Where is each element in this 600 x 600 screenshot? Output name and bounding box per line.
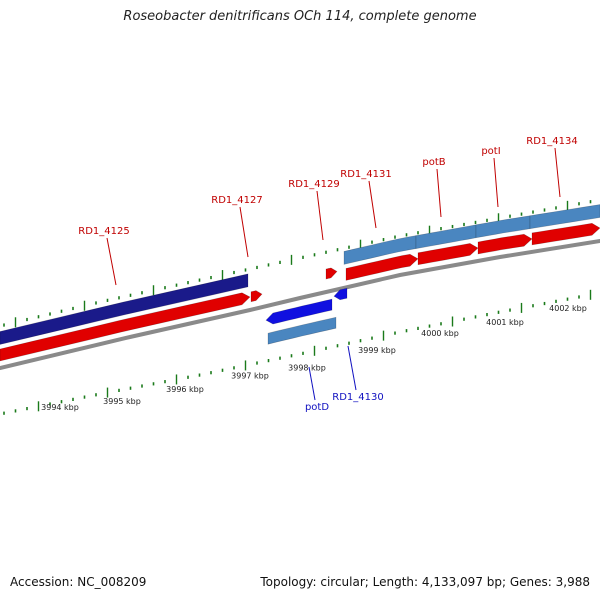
scale-label: 4001 kbp xyxy=(486,318,524,327)
forward-gene-label: RD1_4125 xyxy=(78,226,129,237)
label-leader-line xyxy=(436,168,442,218)
scale-label: 3998 kbp xyxy=(288,363,326,372)
reverse-gene-rd1-4130 xyxy=(333,287,348,301)
reverse-operon-band xyxy=(267,316,337,345)
accession-text: Accession: NC_008209 xyxy=(10,575,147,589)
forward-gene-rd1-4131 xyxy=(345,253,419,281)
forward-operon-band xyxy=(529,204,600,230)
scale-label: 3999 kbp xyxy=(358,346,396,355)
label-leader-line xyxy=(316,190,324,241)
forward-gene-label: RD1_4127 xyxy=(211,195,262,206)
reverse-gene-label: RD1_4130 xyxy=(332,392,383,403)
forward-gene-label: RD1_4129 xyxy=(288,179,339,190)
forward-gene-label: RD1_4131 xyxy=(340,169,391,180)
topology-text: Topology: circular; Length: 4,133,097 bp… xyxy=(260,575,590,589)
forward-gene-label: potB xyxy=(422,157,445,168)
scale-label: 4002 kbp xyxy=(549,304,587,313)
forward-gene-potb xyxy=(417,243,479,266)
forward-gene-label: RD1_4134 xyxy=(526,136,577,147)
reverse-gene-potd xyxy=(265,298,333,325)
map-title: Roseobacter denitrificans OCh 114, compl… xyxy=(123,9,477,24)
label-leader-line xyxy=(554,147,561,198)
forward-gene-small xyxy=(250,290,263,303)
label-leader-line xyxy=(239,206,249,258)
scale-label: 3995 kbp xyxy=(103,397,141,406)
scale-label: 3996 kbp xyxy=(166,385,204,394)
reverse-gene-label: potD xyxy=(305,402,329,413)
label-leader-line xyxy=(106,237,117,286)
forward-gene-rd1-4129 xyxy=(325,267,338,280)
forward-band-rd1-4125 xyxy=(0,273,249,345)
forward-gene-label: potI xyxy=(481,146,500,157)
scale-label: 3997 kbp xyxy=(231,372,269,381)
forward-gene-poti xyxy=(477,233,533,255)
label-leader-line xyxy=(493,157,499,208)
scale-label: 4000 kbp xyxy=(421,329,459,338)
forward-gene-rd1-4134 xyxy=(531,222,600,246)
genome-backbone xyxy=(0,239,600,370)
label-leader-line xyxy=(308,366,316,401)
label-leader-line xyxy=(347,345,357,391)
forward-gene-rd1-4125 xyxy=(0,292,251,362)
scale-label: 3994 kbp xyxy=(41,403,79,412)
label-leader-line xyxy=(368,180,377,229)
